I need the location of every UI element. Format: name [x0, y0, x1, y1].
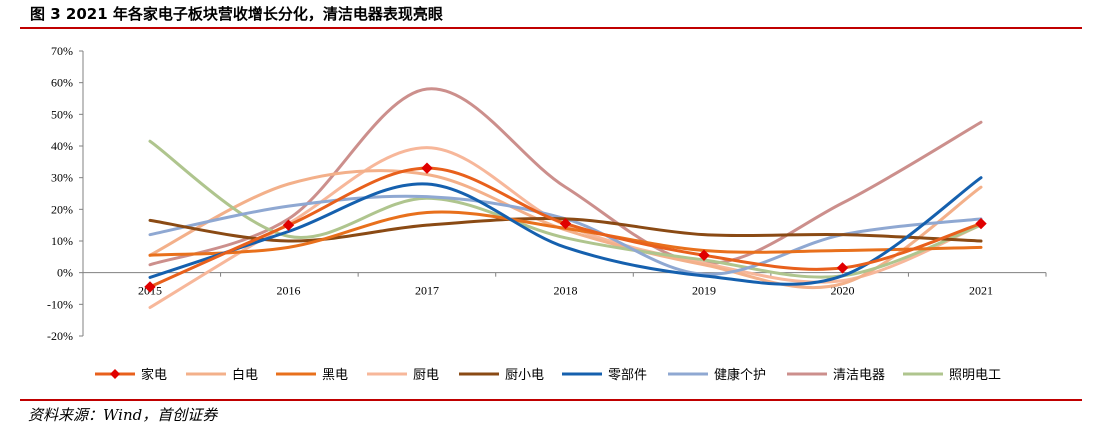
legend-label: 厨电: [413, 368, 439, 383]
x-tick-label: 2018: [554, 284, 578, 298]
data-point-marker: [975, 217, 987, 230]
data-point-marker: [144, 281, 156, 293]
legend-label: 厨小电: [505, 368, 544, 383]
chart-title: 2021 年各家电子板块营收增长分化，清洁电器表现亮眼: [65, 5, 443, 23]
chart-axes: 70%60%50%40%30%20%10%0%-10%-20%201520162…: [47, 44, 1047, 343]
y-tick-label: 60%: [51, 76, 73, 90]
legend-label: 白电: [232, 367, 258, 383]
data-point-marker: [836, 262, 849, 274]
source-note: 资料来源：Wind，首创证券: [28, 406, 218, 424]
title-rule: [20, 27, 1082, 29]
legend-label: 照明电工: [949, 368, 1001, 383]
source-rule: [20, 399, 1082, 401]
data-point-marker: [282, 219, 295, 231]
series-line: [148, 169, 983, 290]
x-tick-label: 2021: [969, 284, 993, 298]
chart-series-lines: [148, 87, 983, 309]
figure-title: 图 3 2021 年各家电子板块营收增长分化，清洁电器表现亮眼: [30, 3, 443, 24]
x-tick-label: 2020: [831, 284, 855, 298]
data-point-marker: [559, 217, 572, 230]
y-tick-label: 10%: [51, 234, 73, 248]
x-tick-label: 2016: [277, 284, 301, 298]
chart-legend: 家电 白电 黑电 厨电 厨小电 零部件 健康个护 清洁电器 照明电工: [95, 367, 1001, 383]
figure-label: 图 3: [30, 5, 61, 23]
legend-label: 清洁电器: [833, 368, 885, 383]
legend-label: 黑电: [322, 368, 348, 383]
y-tick-label: 40%: [51, 139, 73, 153]
y-tick-label: 70%: [51, 44, 73, 58]
line-chart: 70%60%50%40%30%20%10%0%-10%-20%201520162…: [47, 44, 1047, 383]
y-tick-label: 20%: [51, 202, 73, 216]
series-line: [148, 87, 983, 267]
y-tick-label: 50%: [51, 107, 73, 121]
y-tick-label: -20%: [47, 329, 73, 343]
legend-label: 健康个护: [714, 367, 766, 383]
legend-label: 零部件: [608, 368, 647, 383]
x-tick-label: 2019: [692, 284, 716, 298]
x-tick-label: 2017: [415, 284, 439, 298]
y-tick-label: 0%: [57, 266, 73, 280]
data-point-marker: [421, 162, 433, 174]
chart-markers: [144, 162, 987, 293]
data-point-marker: [698, 249, 710, 261]
y-tick-label: -10%: [47, 297, 73, 311]
legend-label: 家电: [141, 367, 167, 383]
y-tick-label: 30%: [51, 171, 73, 185]
series-line: [148, 176, 983, 286]
legend-marker: [110, 369, 120, 379]
